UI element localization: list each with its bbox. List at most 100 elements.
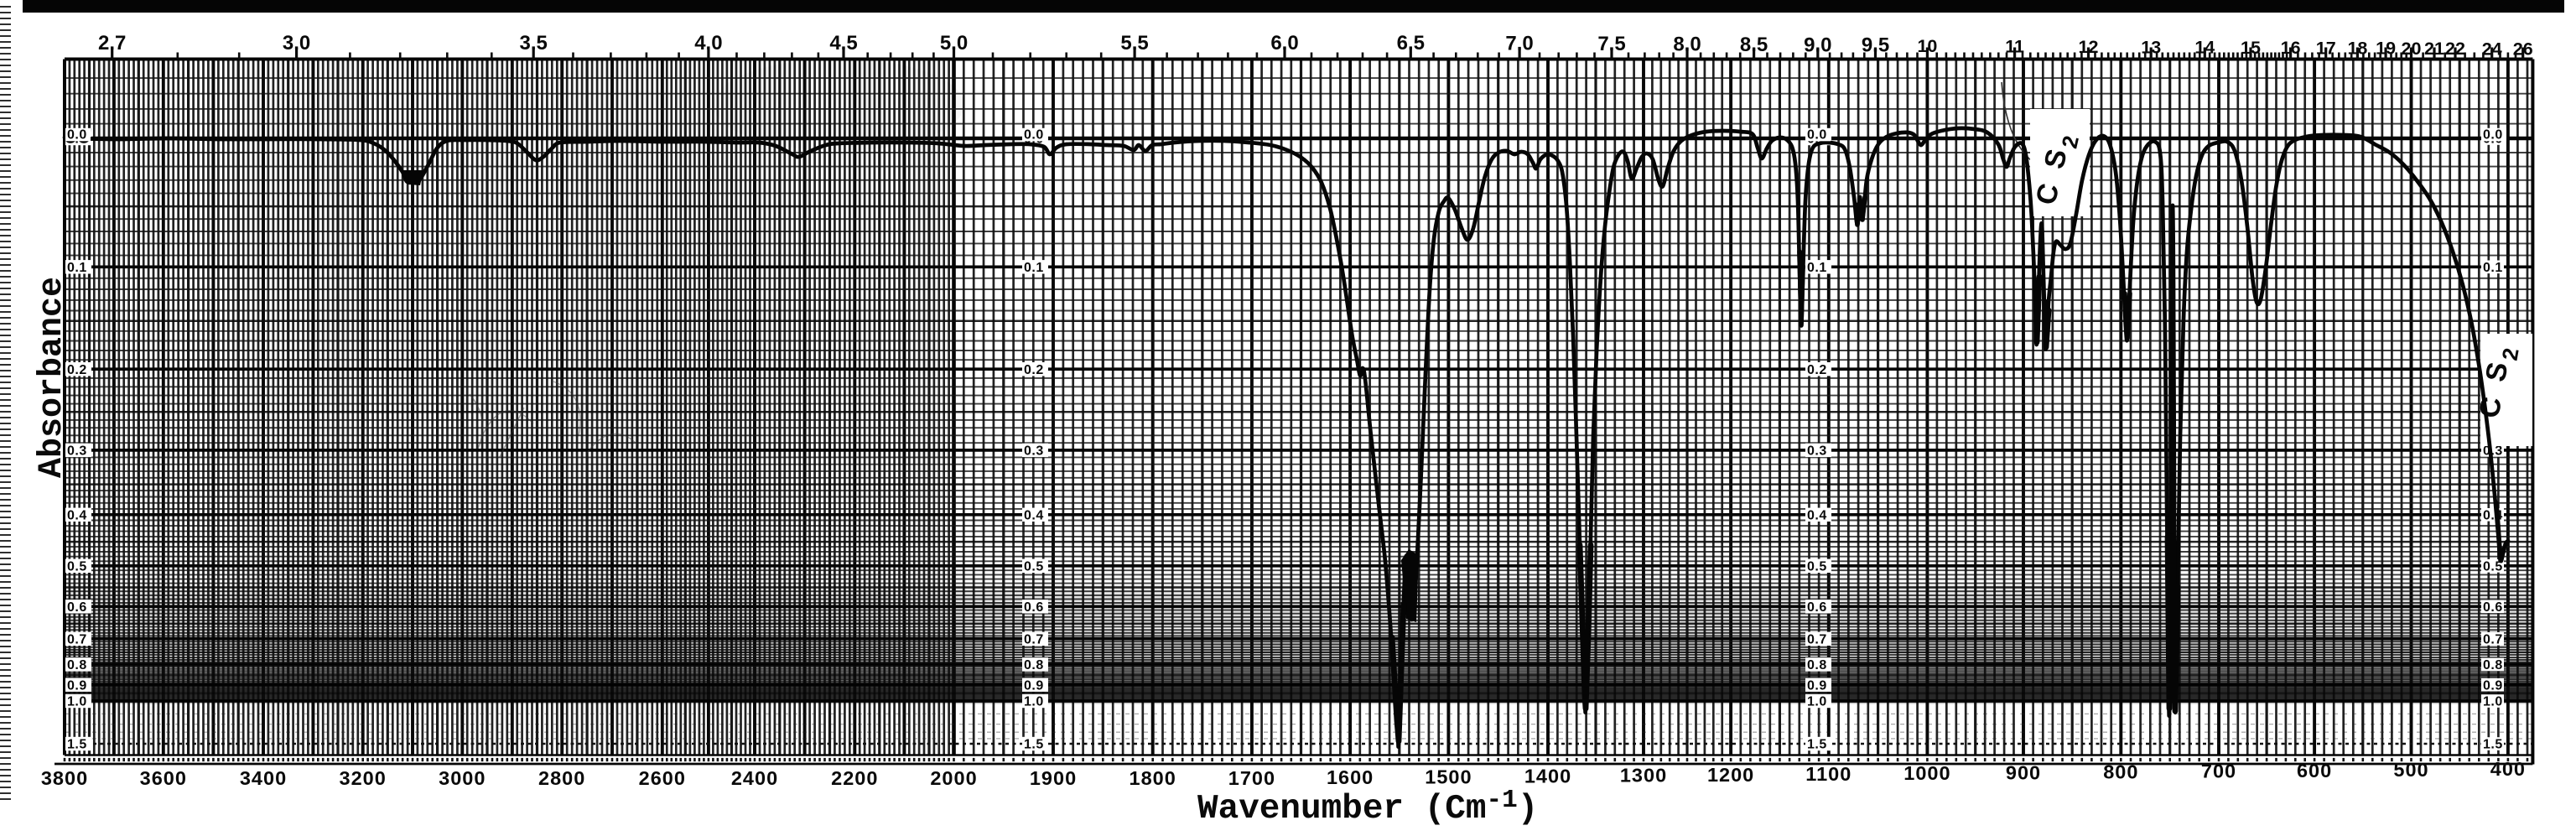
svg-text:700: 700	[2201, 761, 2236, 782]
svg-text:26: 26	[2513, 39, 2533, 60]
svg-text:10: 10	[1917, 36, 1937, 56]
svg-text:0.6: 0.6	[2483, 600, 2503, 615]
svg-text:0.9: 0.9	[1024, 678, 1044, 693]
svg-text:24: 24	[2482, 39, 2502, 59]
svg-text:0.7: 0.7	[1807, 632, 1827, 646]
svg-text:1300: 1300	[1620, 765, 1667, 787]
svg-text:Wavenumber (Cm-1): Wavenumber (Cm-1)	[1197, 786, 1538, 828]
svg-text:0.2: 0.2	[1807, 363, 1827, 377]
svg-text:500: 500	[2393, 759, 2428, 781]
svg-text:0.2: 0.2	[67, 363, 87, 377]
svg-text:19: 19	[2376, 39, 2396, 59]
svg-text:1.5: 1.5	[67, 738, 87, 752]
svg-text:1100: 1100	[1805, 763, 1852, 785]
svg-text:0.0: 0.0	[1024, 128, 1044, 143]
svg-text:1.5: 1.5	[1807, 738, 1827, 752]
svg-text:8.0: 8.0	[1673, 34, 1701, 56]
svg-text:0.0: 0.0	[2483, 128, 2503, 143]
svg-text:2200: 2200	[831, 767, 878, 789]
svg-text:7.5: 7.5	[1597, 33, 1625, 55]
svg-text:0.9: 0.9	[2483, 678, 2503, 693]
svg-text:12: 12	[2079, 37, 2099, 57]
svg-text:2000: 2000	[930, 767, 977, 789]
svg-text:1600: 1600	[1327, 766, 1374, 788]
svg-text:1400: 1400	[1524, 766, 1571, 787]
svg-text:0.0: 0.0	[1807, 128, 1827, 143]
svg-text:1700: 1700	[1228, 767, 1275, 789]
svg-text:18: 18	[2347, 39, 2367, 59]
svg-text:4.5: 4.5	[829, 32, 857, 55]
svg-text:22: 22	[2445, 39, 2465, 59]
svg-text:0.6: 0.6	[1807, 600, 1827, 615]
svg-text:3400: 3400	[240, 767, 287, 789]
svg-text:0.2: 0.2	[1024, 363, 1044, 377]
svg-text:0.6: 0.6	[1024, 600, 1044, 615]
svg-text:9.5: 9.5	[1862, 34, 1889, 57]
svg-text:0.3: 0.3	[1807, 444, 1827, 459]
svg-text:0.9: 0.9	[1807, 678, 1827, 693]
svg-text:0.8: 0.8	[1807, 658, 1827, 672]
svg-text:1.0: 1.0	[1024, 695, 1044, 709]
svg-text:11: 11	[2005, 37, 2024, 57]
svg-text:0.8: 0.8	[1024, 658, 1044, 672]
svg-text:4.0: 4.0	[694, 32, 722, 55]
svg-text:0.8: 0.8	[2483, 658, 2503, 672]
svg-text:0.5: 0.5	[67, 559, 87, 574]
svg-text:3.5: 3.5	[520, 32, 548, 55]
svg-text:0.4: 0.4	[1807, 508, 1827, 522]
svg-text:3.0: 3.0	[283, 32, 310, 55]
svg-text:17: 17	[2316, 38, 2336, 58]
svg-text:900: 900	[2006, 761, 2041, 783]
svg-text:0.6: 0.6	[67, 600, 87, 615]
svg-text:5.0: 5.0	[940, 32, 968, 55]
svg-text:0.5: 0.5	[1807, 559, 1827, 574]
svg-text:6.0: 6.0	[1270, 32, 1298, 55]
svg-text:2400: 2400	[731, 767, 778, 789]
svg-text:1500: 1500	[1425, 766, 1472, 787]
svg-text:2800: 2800	[538, 767, 585, 789]
svg-text:3200: 3200	[340, 767, 387, 789]
svg-text:13: 13	[2141, 37, 2161, 57]
svg-text:1.0: 1.0	[2483, 695, 2503, 709]
svg-text:400: 400	[2490, 758, 2526, 780]
svg-text:0.4: 0.4	[67, 508, 87, 522]
svg-text:1.0: 1.0	[1807, 695, 1827, 709]
svg-text:600: 600	[2297, 760, 2332, 781]
svg-text:0.7: 0.7	[1024, 632, 1044, 646]
svg-text:1.5: 1.5	[1024, 738, 1044, 752]
svg-text:15: 15	[2241, 38, 2261, 58]
svg-text:3800: 3800	[41, 767, 88, 789]
svg-text:0.3: 0.3	[67, 444, 87, 459]
svg-text:1.0: 1.0	[67, 695, 87, 709]
svg-text:0.9: 0.9	[67, 678, 87, 693]
svg-text:0.0: 0.0	[67, 128, 87, 143]
svg-text:Absorbance: Absorbance	[34, 277, 71, 478]
svg-text:6.5: 6.5	[1397, 32, 1425, 55]
svg-text:0.5: 0.5	[1024, 559, 1044, 574]
svg-text:9.0: 9.0	[1804, 34, 1831, 56]
svg-text:2600: 2600	[639, 767, 686, 789]
svg-text:21: 21	[2424, 39, 2444, 59]
svg-text:3000: 3000	[439, 767, 486, 789]
svg-text:0.8: 0.8	[67, 658, 87, 672]
svg-text:0.1: 0.1	[67, 261, 87, 275]
svg-text:1000: 1000	[1903, 762, 1950, 784]
svg-text:0.1: 0.1	[1024, 261, 1044, 275]
svg-text:1900: 1900	[1030, 767, 1077, 789]
svg-text:1800: 1800	[1130, 767, 1176, 789]
svg-text:0.1: 0.1	[2483, 261, 2503, 275]
svg-text:0.4: 0.4	[1024, 508, 1044, 522]
svg-text:2.7: 2.7	[98, 32, 126, 55]
svg-text:8.5: 8.5	[1740, 34, 1768, 56]
svg-text:0.3: 0.3	[2483, 444, 2503, 459]
svg-text:0.1: 0.1	[1807, 261, 1827, 275]
svg-text:1200: 1200	[1707, 764, 1754, 786]
svg-text:14: 14	[2194, 38, 2215, 58]
svg-text:7.0: 7.0	[1505, 33, 1533, 55]
svg-text:20: 20	[2402, 39, 2422, 59]
svg-text:16: 16	[2281, 38, 2301, 58]
svg-text:0.5: 0.5	[2483, 559, 2503, 574]
svg-text:5.5: 5.5	[1120, 32, 1148, 55]
svg-text:0.7: 0.7	[2483, 632, 2503, 646]
svg-text:1.5: 1.5	[2483, 738, 2503, 752]
